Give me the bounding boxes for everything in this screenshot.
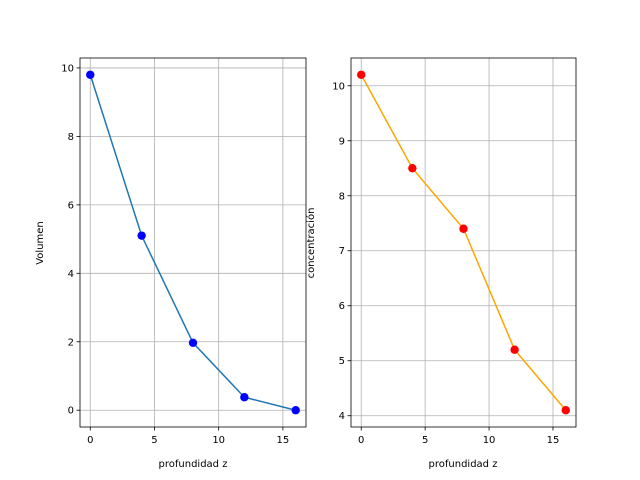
data-point [86, 70, 95, 79]
data-point [188, 338, 198, 347]
data-point [240, 393, 249, 402]
y-tick-label: 2 [68, 337, 74, 348]
data-point [291, 406, 300, 415]
y-tick-label: 10 [332, 81, 345, 92]
axes-frame [79, 57, 307, 428]
x-tick-label: 0 [87, 435, 93, 446]
y-tick-label: 10 [61, 63, 74, 74]
x-axis-label: profundidad z [429, 459, 498, 470]
data-point [408, 164, 417, 173]
y-tick-label: 6 [68, 200, 74, 211]
y-tick-label: 6 [339, 301, 345, 312]
concentration-chart: profundidad z concentración 0 5 10 15 4 5 6 7 8 9… [305, 57, 577, 470]
x-tick-label: 5 [151, 435, 157, 446]
y-tick-label: 9 [339, 136, 345, 147]
x-tick-label: 5 [422, 435, 428, 446]
x-tick-label: 0 [358, 435, 364, 446]
data-point [357, 70, 366, 79]
y-tick-label: 0 [68, 406, 74, 417]
axes-frame [350, 57, 577, 428]
y-tick-label: 4 [339, 411, 345, 422]
x-tick-label: 10 [212, 435, 225, 446]
y-axis-label: Volumen [35, 221, 46, 265]
x-axis-label: profundidad z [159, 459, 228, 470]
volume-chart: profundidad z Volumen 0 5 10 15 0 2 4 6 8 10 [35, 57, 307, 470]
data-point [137, 231, 146, 240]
data-point [459, 224, 468, 233]
y-tick-label: 8 [339, 191, 345, 202]
y-axis-label: concentración [305, 208, 317, 279]
y-tick-label: 4 [68, 269, 74, 280]
data-point [561, 406, 570, 415]
y-tick-label: 7 [339, 246, 345, 257]
x-tick-label: 15 [547, 435, 560, 446]
data-point [510, 345, 519, 354]
y-tick-label: 8 [68, 132, 74, 143]
x-tick-label: 10 [483, 435, 496, 446]
x-tick-label: 15 [277, 435, 290, 446]
y-tick-label: 5 [339, 356, 345, 367]
